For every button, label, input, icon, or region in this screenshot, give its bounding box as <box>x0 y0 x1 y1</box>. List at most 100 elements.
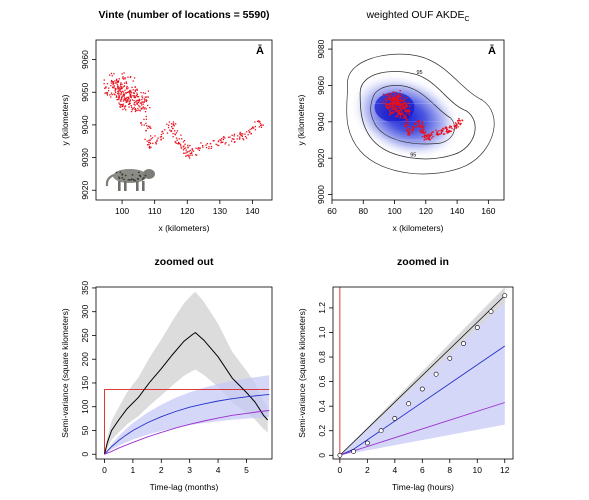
location-point <box>115 79 118 81</box>
location-point <box>421 121 423 123</box>
location-point <box>115 95 118 97</box>
location-point <box>145 129 147 132</box>
location-point <box>431 133 433 136</box>
location-point <box>426 137 429 140</box>
location-point <box>118 80 120 82</box>
location-point <box>166 123 168 125</box>
location-point <box>191 148 193 150</box>
location-point <box>419 125 422 127</box>
location-point <box>399 103 401 105</box>
location-point <box>183 152 185 154</box>
location-point <box>411 129 414 132</box>
location-point <box>150 135 152 137</box>
location-point <box>445 127 448 130</box>
location-point <box>115 96 118 98</box>
location-point <box>403 101 405 104</box>
location-point <box>407 130 409 132</box>
jaguar-spot <box>144 174 147 177</box>
location-point <box>147 104 149 107</box>
location-point <box>133 100 135 102</box>
location-point <box>417 121 419 123</box>
location-point <box>184 143 186 145</box>
location-point <box>395 110 398 113</box>
location-point <box>130 90 132 92</box>
x-tick-label: 110 <box>148 206 162 216</box>
location-point <box>233 135 235 137</box>
location-point <box>390 111 393 114</box>
y-tick-label: 0.8 <box>317 351 327 363</box>
location-point <box>123 98 125 100</box>
y-tick-label: 0 <box>317 453 327 458</box>
location-point <box>394 102 396 105</box>
location-point <box>111 79 113 82</box>
location-point <box>138 98 140 100</box>
location-point <box>136 109 138 112</box>
location-point <box>403 123 405 125</box>
location-point <box>405 102 407 104</box>
jaguar-spot <box>134 179 136 182</box>
location-point <box>400 105 402 107</box>
location-point <box>147 127 149 129</box>
location-point <box>386 94 389 96</box>
location-point <box>445 126 448 129</box>
location-point <box>399 95 402 98</box>
location-point <box>435 133 438 135</box>
location-point <box>155 143 157 145</box>
y-tick-label: 9020 <box>316 148 326 167</box>
location-point <box>443 133 446 135</box>
x-tick-label: 100 <box>115 206 129 216</box>
location-point <box>124 105 127 107</box>
location-point <box>133 77 136 79</box>
location-point <box>129 95 131 97</box>
location-point <box>405 103 408 105</box>
location-point <box>422 126 424 129</box>
location-point <box>147 144 149 146</box>
location-point <box>425 138 427 141</box>
location-point <box>136 94 138 96</box>
location-point <box>110 72 113 75</box>
location-point <box>421 130 424 132</box>
location-point <box>122 76 124 78</box>
location-point <box>398 93 400 96</box>
contour-inner <box>370 85 455 145</box>
location-point <box>256 120 259 122</box>
location-point <box>455 127 457 129</box>
location-point <box>128 103 130 105</box>
y-tick-label: 9080 <box>316 39 326 58</box>
y-axis-label: Semi-variance (square kilometers) <box>60 308 70 438</box>
jaguar-icon <box>105 169 155 191</box>
location-point <box>402 105 404 107</box>
location-point <box>455 123 458 125</box>
location-point <box>105 87 107 89</box>
location-point <box>148 146 150 149</box>
location-point <box>393 97 396 100</box>
location-point <box>113 85 115 87</box>
location-point <box>117 81 119 83</box>
location-point <box>244 133 246 135</box>
contour-label: 95 <box>417 70 423 76</box>
location-point <box>210 147 212 150</box>
location-point <box>395 100 398 102</box>
location-point <box>423 129 425 131</box>
location-point <box>116 80 118 82</box>
location-point <box>403 116 406 119</box>
location-point <box>416 120 418 123</box>
location-point <box>239 133 241 135</box>
location-point <box>394 101 396 103</box>
location-point <box>397 101 399 103</box>
location-point <box>186 154 188 157</box>
jaguar-spot <box>121 176 124 179</box>
location-point <box>125 98 127 100</box>
location-point <box>394 109 396 111</box>
location-point <box>459 122 461 125</box>
location-point <box>389 96 391 98</box>
y-tick-label: 0.2 <box>317 425 327 437</box>
location-point <box>149 142 152 145</box>
location-point <box>105 92 107 94</box>
location-point <box>389 112 392 114</box>
location-point <box>400 107 403 109</box>
location-point <box>127 91 130 93</box>
location-point <box>239 136 241 138</box>
location-point <box>134 97 136 99</box>
x-tick-label: 2 <box>365 465 370 475</box>
